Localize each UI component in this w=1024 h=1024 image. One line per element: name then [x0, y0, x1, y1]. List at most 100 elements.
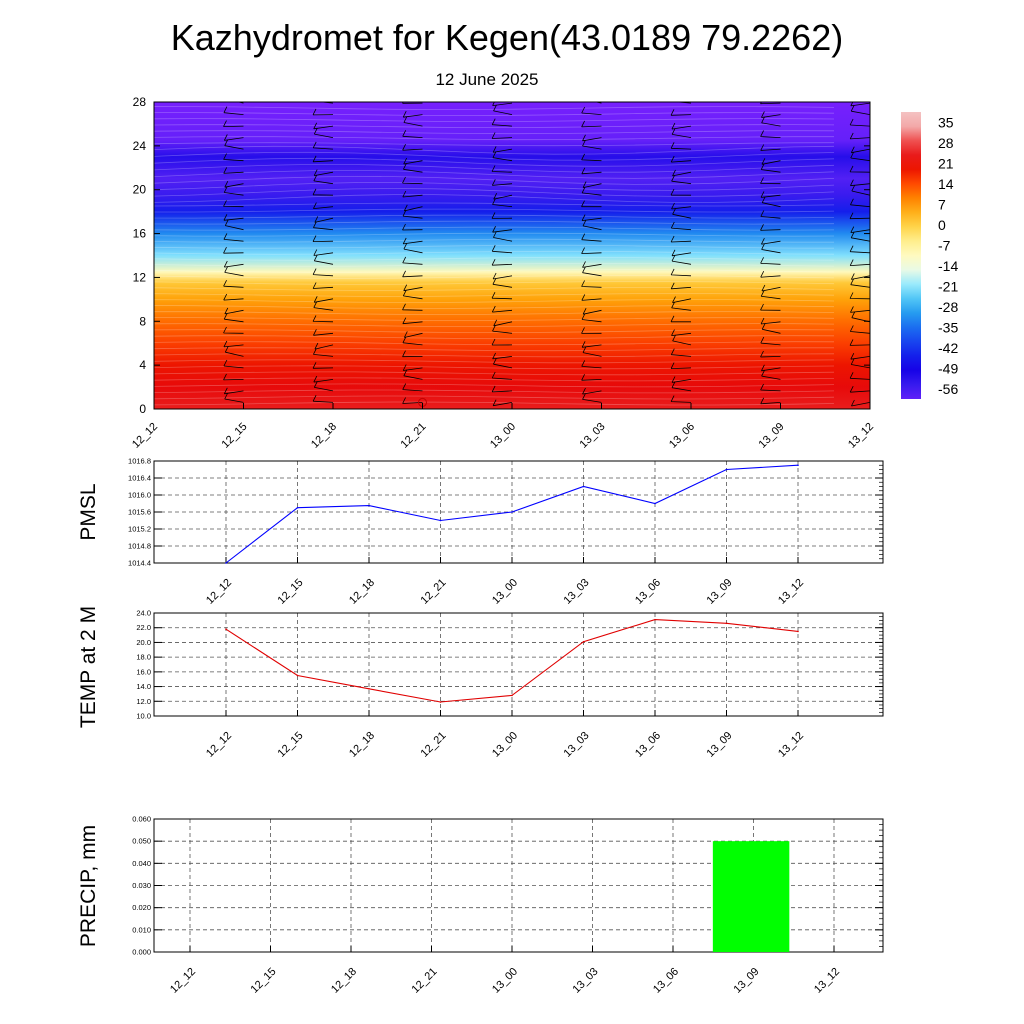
wind-barb — [761, 111, 781, 118]
wind-barb — [850, 105, 870, 115]
wind-barb — [760, 397, 781, 405]
wind-barb — [492, 198, 513, 208]
y-tick-label: 10.0 — [136, 712, 151, 721]
wind-barb — [850, 353, 870, 360]
wind-barb — [672, 334, 692, 346]
wind-barb — [313, 174, 334, 185]
x-tick-label: 13_12 — [812, 966, 842, 996]
wind-barb — [850, 231, 870, 242]
chart-title: Kazhydromet for Kegen(43.0189 79.2262) — [171, 17, 843, 58]
colorbar-label: 0 — [938, 217, 946, 233]
wind-barb — [154, 344, 155, 345]
y-tick-label: 0.040 — [132, 859, 151, 868]
isoline — [154, 194, 835, 203]
data-point — [439, 701, 442, 703]
wind-barb — [849, 212, 870, 220]
x-tick-label: 13_03 — [571, 966, 601, 996]
data-point — [225, 562, 227, 564]
x-tick-label: 12_15 — [276, 577, 306, 607]
wind-barb — [223, 106, 244, 115]
wind-barb — [761, 196, 781, 208]
wind-barb — [154, 252, 155, 253]
wind-barb — [154, 137, 155, 139]
wind-barb — [582, 393, 602, 403]
data-point — [654, 618, 656, 621]
wind-barb — [671, 301, 692, 311]
y-tick-label: 1015.6 — [128, 508, 151, 517]
wind-barb — [491, 118, 513, 127]
wind-barb — [671, 329, 692, 336]
isoline — [154, 238, 834, 243]
wind-barb — [313, 122, 334, 130]
wind-barb — [581, 214, 602, 221]
wind-barb — [403, 284, 423, 292]
wind-barb — [154, 298, 155, 299]
isoline — [154, 130, 835, 135]
y-tick-label: 1014.8 — [128, 542, 151, 551]
y-tick-label: 24.0 — [136, 609, 151, 618]
wind-barb — [581, 360, 602, 369]
data-point — [368, 504, 370, 507]
colorbar-label: 21 — [938, 155, 954, 171]
x-tick-label: 12_12 — [204, 577, 234, 607]
y-tick-label: 1016.8 — [128, 457, 151, 466]
wind-barb — [491, 212, 513, 219]
colorbar-label: -35 — [938, 319, 958, 335]
wind-barb — [154, 390, 155, 392]
isoline — [154, 347, 834, 352]
isoline — [154, 305, 835, 309]
wind-barb — [670, 395, 692, 403]
wind-barb — [154, 206, 155, 207]
colorbar-strip — [901, 112, 921, 399]
wind-barb — [313, 202, 334, 209]
wind-barb — [670, 109, 692, 116]
y-tick-label: 20.0 — [136, 638, 151, 647]
wind-barb — [313, 381, 334, 392]
colorbar-label: -21 — [938, 278, 958, 294]
wind-barb — [760, 177, 781, 185]
x-tick-label: 12_18 — [329, 966, 359, 996]
wind-barb — [760, 336, 781, 346]
y-tick-label: 1015.2 — [128, 525, 151, 534]
wind-barb — [313, 329, 334, 336]
wind-barb — [313, 254, 334, 265]
wind-barb — [223, 120, 244, 127]
y-tick-label: 0.060 — [132, 815, 151, 824]
wind-barb — [403, 204, 423, 212]
wind-barb — [851, 399, 870, 407]
wind-barb — [313, 296, 334, 303]
wind-barb — [760, 350, 781, 358]
isoline — [154, 182, 835, 191]
isoline — [154, 106, 835, 110]
wind-barb — [581, 341, 602, 348]
wind-barb — [581, 106, 602, 115]
x-tick-label: 13_00 — [488, 421, 518, 451]
x-tick-label: 13_12 — [846, 421, 876, 451]
wind-barb — [492, 151, 513, 162]
wind-barb — [491, 338, 513, 346]
wind-barb — [493, 193, 513, 200]
wind-barb — [492, 324, 513, 334]
wind-barb — [223, 260, 244, 268]
wind-barb — [582, 139, 602, 150]
wind-barb — [402, 336, 423, 346]
x-tick-label: 12_18 — [347, 730, 377, 760]
wind-barb — [582, 181, 602, 188]
isoline — [154, 175, 835, 185]
wind-barb — [760, 130, 781, 138]
wind-barb — [849, 386, 870, 393]
y-tick-label: 18.0 — [136, 653, 151, 662]
panel-frame — [153, 612, 884, 717]
wind-barb — [223, 167, 244, 174]
wind-barb — [314, 342, 334, 350]
y-tick-label: 4 — [139, 358, 146, 372]
wind-barb — [403, 369, 423, 380]
wind-barb — [671, 249, 692, 257]
wind-barb — [402, 223, 423, 231]
wind-barb — [582, 266, 602, 277]
wind-barb — [313, 301, 334, 311]
wind-barb — [491, 165, 513, 173]
colorbar-label: 28 — [938, 135, 954, 151]
x-tick-label: 13_06 — [633, 577, 663, 607]
wind-barb — [582, 219, 602, 231]
